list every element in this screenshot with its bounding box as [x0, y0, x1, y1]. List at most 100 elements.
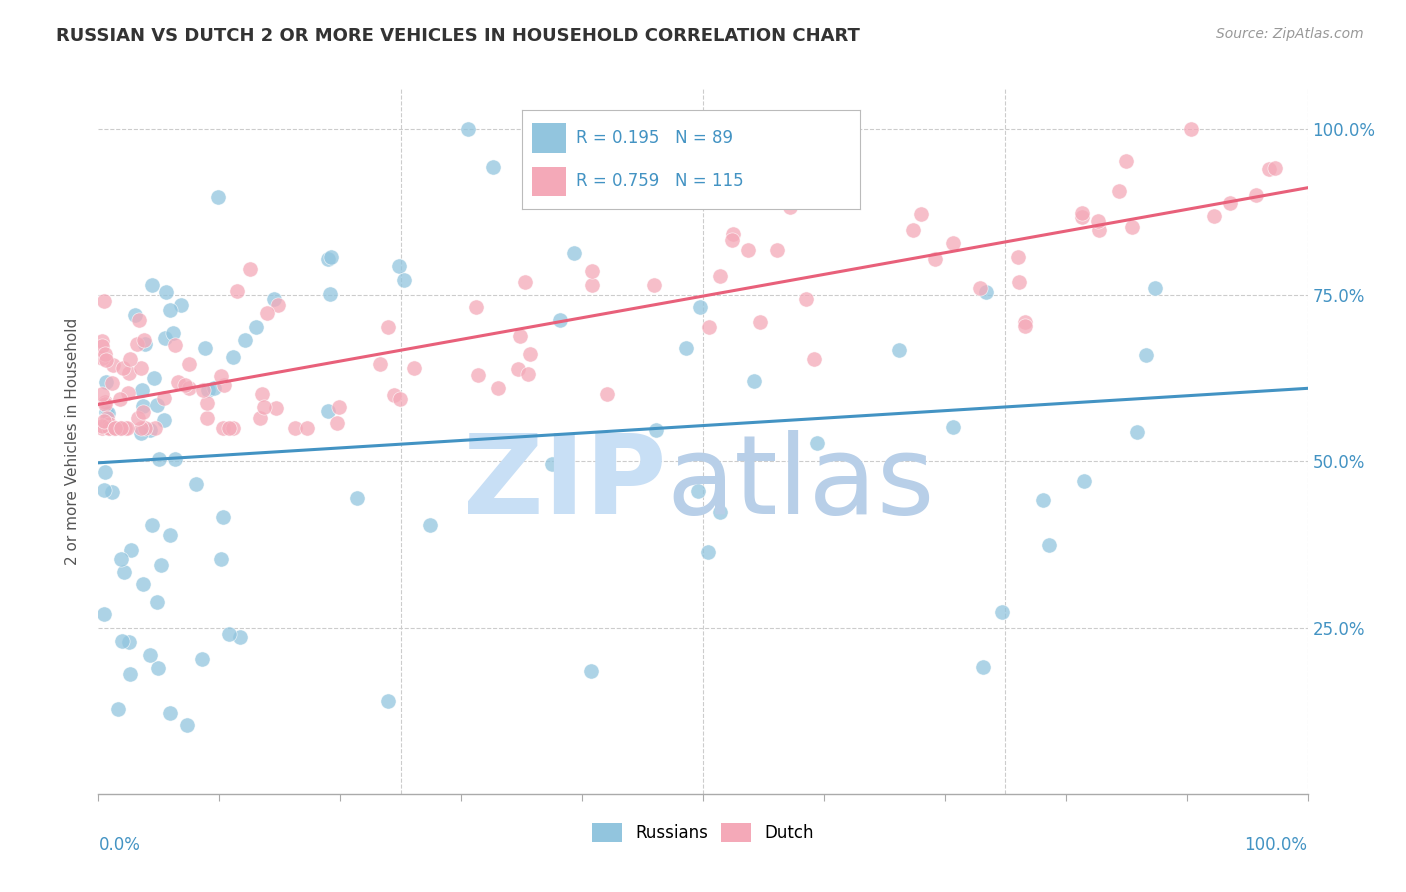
Point — [548, 312, 571, 326]
Point — [709, 268, 731, 283]
Point — [377, 319, 399, 334]
Point — [887, 343, 910, 357]
Point — [742, 374, 765, 388]
Point — [159, 528, 181, 542]
Point — [145, 595, 167, 609]
Point — [94, 405, 117, 419]
Point — [1087, 214, 1109, 228]
Point — [392, 273, 415, 287]
Point — [97, 421, 120, 435]
Point — [98, 421, 121, 435]
Point — [94, 375, 117, 389]
Point — [796, 292, 818, 306]
Point — [211, 509, 233, 524]
Point — [1202, 209, 1225, 223]
Point — [226, 285, 249, 299]
Point — [382, 388, 405, 402]
Point — [167, 375, 190, 389]
Point — [132, 399, 155, 413]
Point — [1014, 318, 1036, 333]
Point — [218, 421, 240, 435]
Point — [737, 243, 759, 257]
Point — [93, 414, 115, 428]
Point — [125, 336, 148, 351]
Point — [131, 384, 153, 398]
Point — [467, 368, 489, 383]
Point — [100, 376, 122, 390]
Point — [93, 607, 115, 621]
Point — [686, 484, 709, 499]
Point — [1071, 206, 1094, 220]
Point — [107, 702, 129, 716]
Point — [165, 452, 187, 467]
Point — [457, 122, 479, 136]
Point — [1032, 493, 1054, 508]
Point — [596, 386, 619, 401]
Point — [266, 298, 288, 312]
Point — [1244, 187, 1267, 202]
Point — [250, 387, 273, 401]
Point — [264, 401, 287, 416]
Point — [581, 264, 603, 278]
Point — [581, 664, 603, 678]
Y-axis label: 2 or more Vehicles in Household: 2 or more Vehicles in Household — [65, 318, 80, 566]
Point — [155, 285, 177, 299]
Point — [139, 423, 162, 437]
Point — [419, 518, 441, 533]
Point — [239, 261, 262, 276]
Point — [721, 227, 744, 242]
Point — [115, 421, 138, 435]
Point — [91, 421, 114, 435]
Point — [218, 627, 240, 641]
Point — [91, 334, 114, 348]
Point — [112, 566, 135, 580]
Legend: Russians, Dutch: Russians, Dutch — [585, 816, 821, 849]
Point — [207, 189, 229, 203]
Point — [766, 243, 789, 257]
Point — [97, 406, 120, 420]
Point — [689, 300, 711, 314]
Point — [127, 411, 149, 425]
Point — [803, 352, 825, 367]
Point — [245, 319, 267, 334]
Point — [1121, 219, 1143, 234]
Point — [108, 421, 131, 435]
Point — [972, 659, 994, 673]
Point — [1135, 348, 1157, 362]
Point — [1258, 161, 1281, 176]
Point — [111, 634, 134, 648]
Point — [209, 551, 232, 566]
Point — [97, 421, 120, 435]
Point — [316, 404, 339, 418]
Point — [162, 326, 184, 341]
Point — [1014, 315, 1036, 329]
Point — [202, 380, 225, 394]
Point — [509, 329, 531, 343]
Point — [675, 341, 697, 355]
Point — [93, 346, 115, 360]
Point — [195, 411, 218, 425]
Point — [697, 545, 720, 559]
Text: 100.0%: 100.0% — [1244, 836, 1308, 855]
Point — [94, 397, 117, 411]
Point — [1263, 161, 1285, 176]
Point — [263, 293, 285, 307]
Point — [720, 233, 742, 247]
Point — [118, 351, 141, 366]
Text: 0.0%: 0.0% — [98, 836, 141, 855]
Point — [328, 400, 350, 414]
Point — [222, 421, 245, 435]
Point — [104, 421, 127, 435]
Point — [134, 421, 156, 435]
Point — [101, 358, 124, 372]
Point — [91, 351, 114, 365]
Point — [388, 392, 411, 407]
Point — [486, 381, 509, 395]
Point — [118, 666, 141, 681]
Point — [152, 413, 174, 427]
Point — [541, 457, 564, 471]
Point — [326, 417, 349, 431]
Point — [93, 483, 115, 497]
Point — [1180, 122, 1202, 136]
Point — [464, 300, 486, 314]
